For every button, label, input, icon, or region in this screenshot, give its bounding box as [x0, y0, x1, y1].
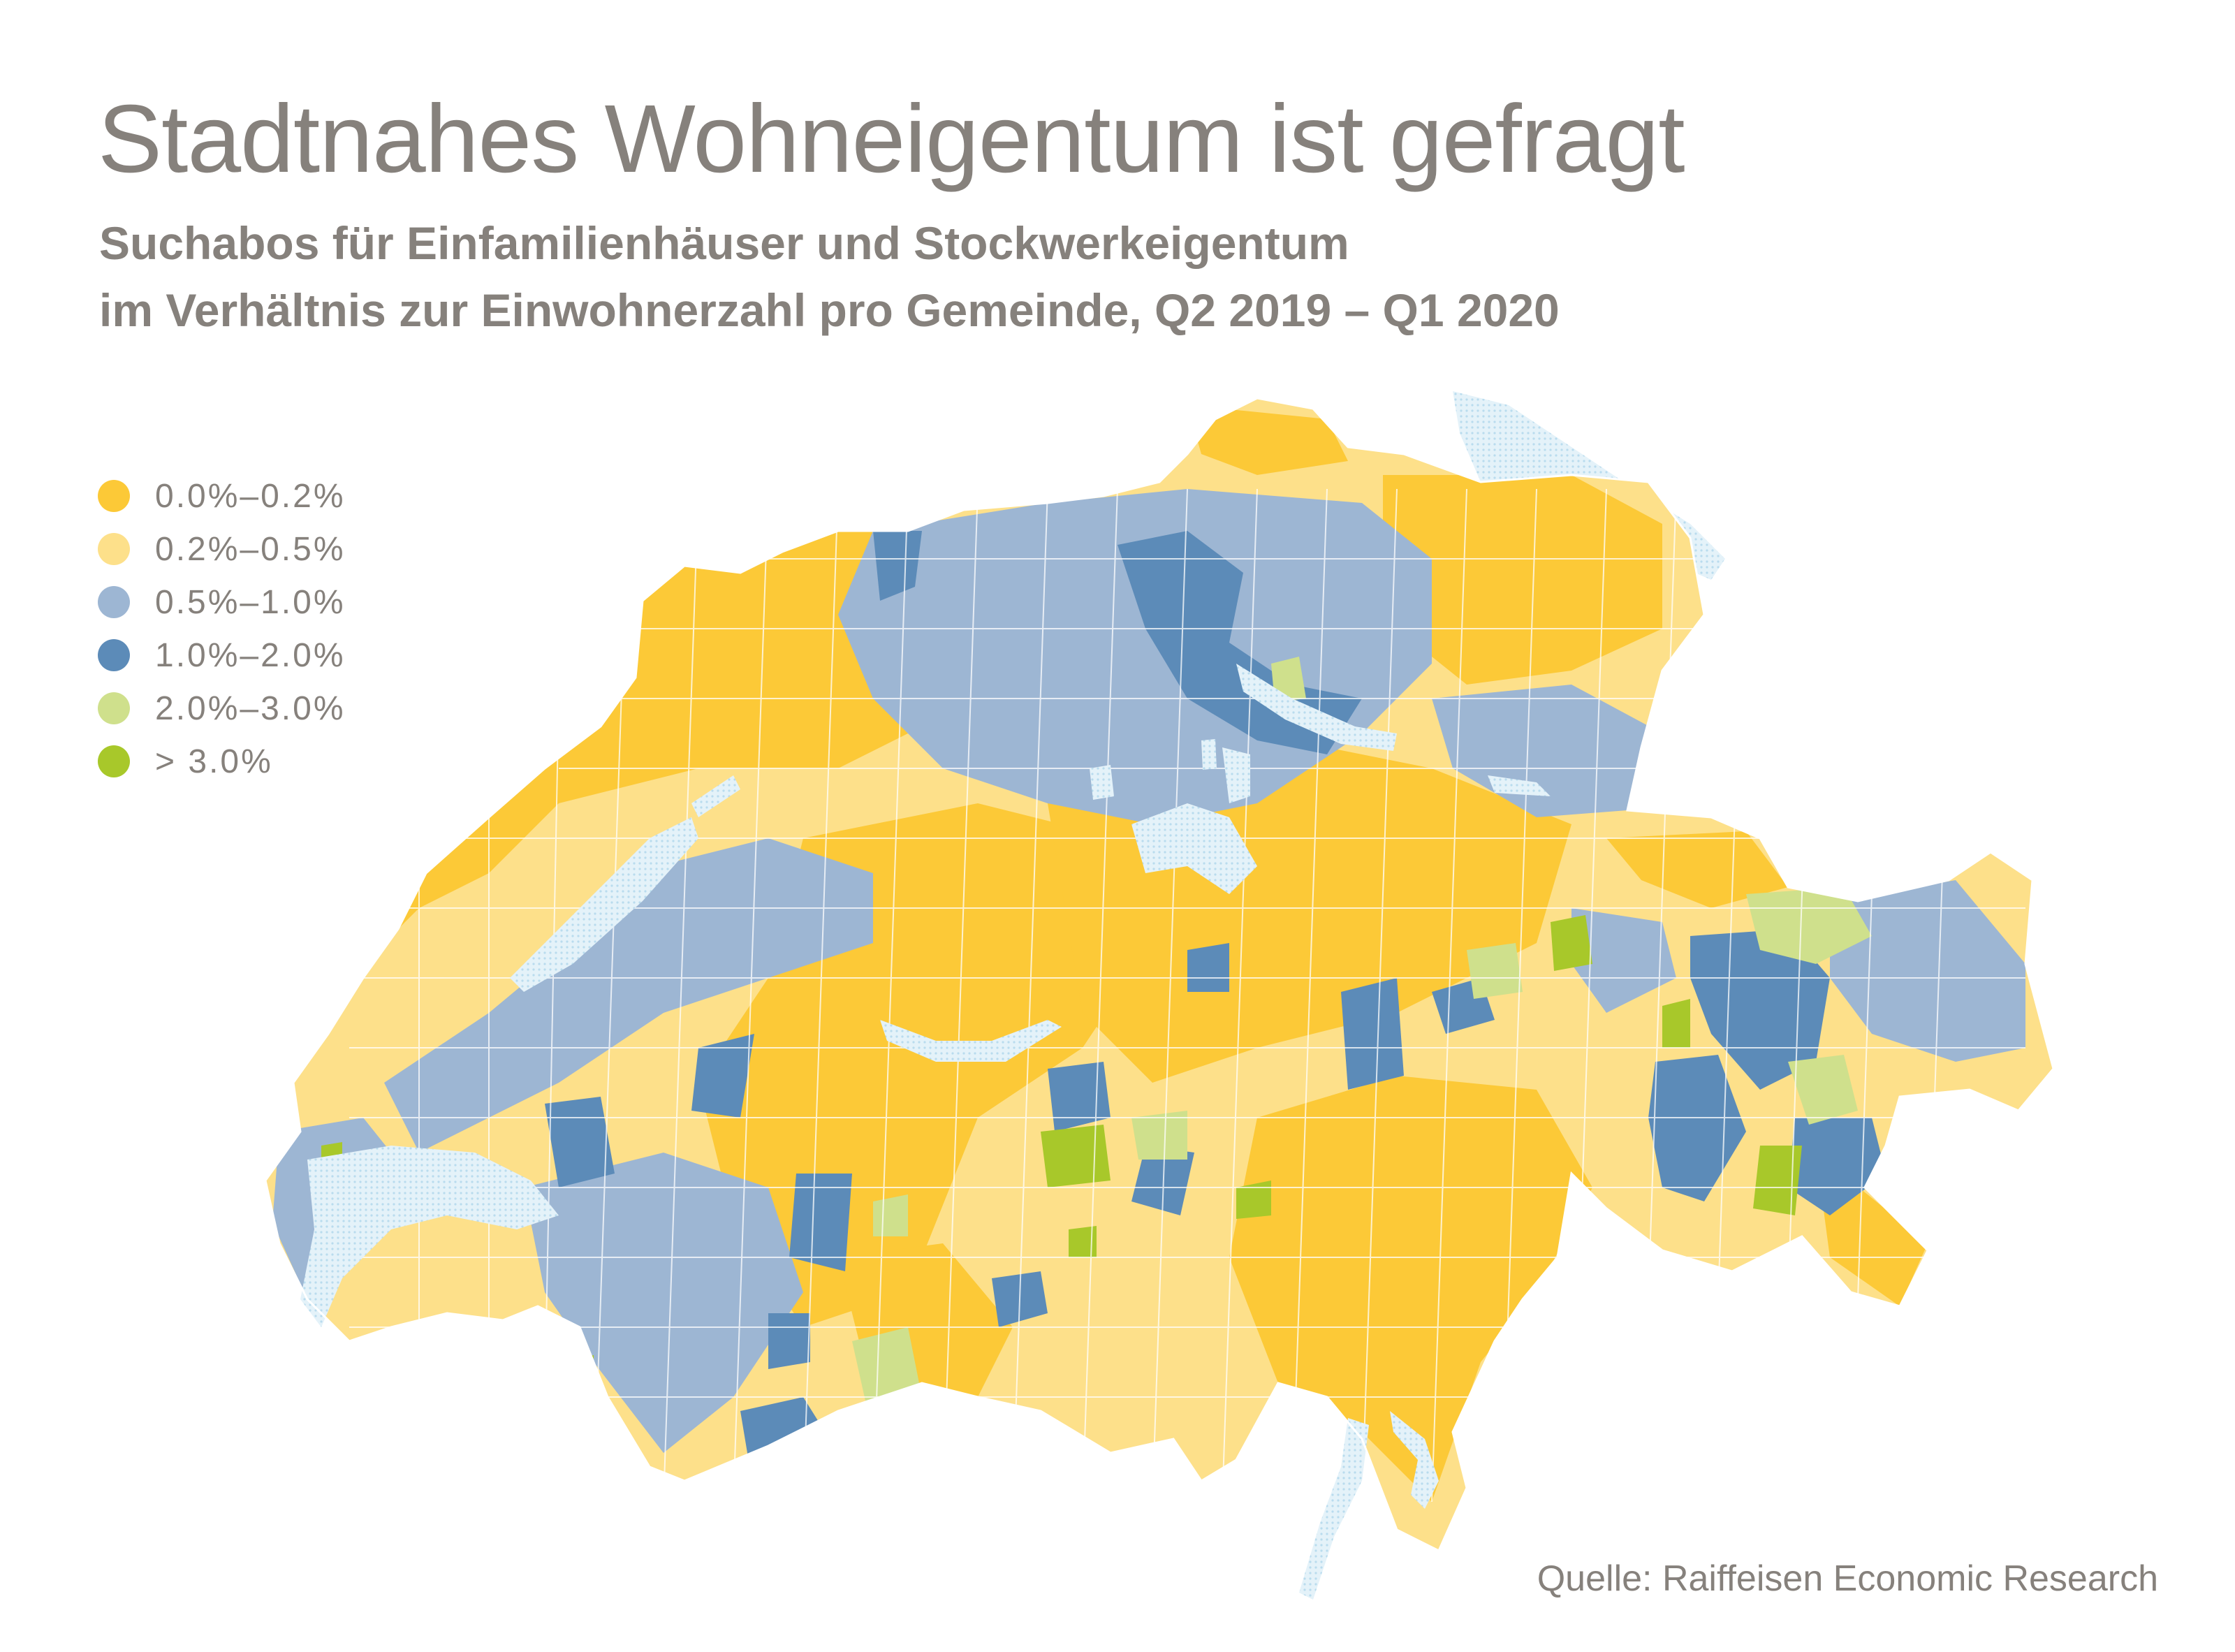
- source-note: Quelle: Raiffeisen Economic Research: [1537, 1558, 2158, 1599]
- lake-lugano: [1390, 1411, 1439, 1509]
- lake-lucerne: [1131, 803, 1257, 894]
- legend-swatch: [98, 692, 130, 724]
- legend-swatch: [98, 480, 130, 512]
- legend-item: 2.0%–3.0%: [98, 682, 346, 735]
- lake-zug: [1222, 747, 1250, 803]
- legend-item: 0.2%–0.5%: [98, 522, 346, 576]
- page-title: Stadtnahes Wohneigentum ist gefragt: [98, 85, 1685, 193]
- legend-label: 2.0%–3.0%: [155, 689, 346, 727]
- subtitle-line-1: Suchabos für Einfamilienhäuser und Stock…: [99, 217, 1349, 269]
- legend-swatch: [98, 533, 130, 565]
- lake-hallwil: [1201, 739, 1217, 770]
- legend-swatch: [98, 639, 130, 671]
- legend-item: 0.5%–1.0%: [98, 576, 346, 629]
- municipality-regions: [265, 398, 2053, 1551]
- subtitle-line-2: im Verhältnis zur Einwohnerzahl pro Geme…: [99, 284, 1560, 336]
- legend-label: 0.2%–0.5%: [155, 530, 346, 568]
- legend-item: 1.0%–2.0%: [98, 629, 346, 682]
- lake-walen: [1488, 775, 1551, 796]
- lake-neuchatel: [510, 817, 698, 992]
- lake-sempach: [1090, 765, 1114, 800]
- legend-swatch: [98, 745, 130, 777]
- lake-thun-brienz: [880, 1020, 1062, 1062]
- legend: 0.0%–0.2% 0.2%–0.5% 0.5%–1.0% 1.0%–2.0% …: [98, 469, 346, 788]
- legend-item: 0.0%–0.2%: [98, 469, 346, 522]
- lake-maggiore: [1299, 1418, 1369, 1600]
- lakes: [300, 664, 1551, 1600]
- lake-geneva: [300, 1146, 559, 1327]
- legend-item: > 3.0%: [98, 735, 346, 788]
- lake-biel: [691, 775, 740, 817]
- subtitle: Suchabos für Einfamilienhäuser und Stock…: [99, 210, 1560, 344]
- legend-label: > 3.0%: [155, 743, 273, 780]
- lake-zurich: [1236, 664, 1397, 751]
- legend-label: 1.0%–2.0%: [155, 636, 346, 674]
- legend-label: 0.0%–0.2%: [155, 477, 346, 515]
- legend-label: 0.5%–1.0%: [155, 583, 346, 621]
- legend-swatch: [98, 586, 130, 618]
